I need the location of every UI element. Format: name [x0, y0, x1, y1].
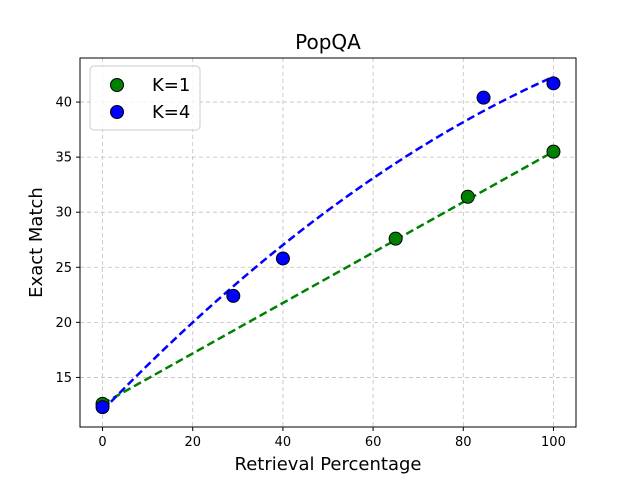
y-axis-title: Exact Match — [26, 187, 47, 298]
grid — [80, 58, 576, 427]
data-point-series-1 — [460, 189, 475, 204]
fit-line-2 — [101, 75, 554, 412]
fit-line-1 — [101, 150, 555, 405]
data-point-series-2 — [476, 90, 491, 105]
data-point-series-1 — [388, 231, 403, 246]
data-point-series-2 — [226, 288, 241, 303]
data-point-series-2 — [546, 76, 561, 91]
data-points — [95, 76, 561, 415]
chart-title: PopQA — [295, 30, 361, 54]
y-tick-label: 25 — [55, 261, 72, 276]
x-tick-label: 60 — [365, 435, 382, 450]
legend: K=1K=4 — [89, 65, 201, 131]
x-axis-title: Retrieval Percentage — [235, 454, 422, 475]
y-tick-label: 35 — [55, 151, 72, 166]
x-tick-label: 80 — [455, 435, 472, 450]
data-point-series-1 — [546, 144, 561, 159]
data-point-series-2 — [95, 400, 110, 415]
plot-frame — [79, 57, 577, 428]
x-tick-label: 20 — [184, 435, 201, 450]
y-tick-label: 15 — [55, 371, 72, 386]
legend-label: K=1 — [152, 75, 190, 96]
y-tick-label: 20 — [55, 316, 72, 331]
legend-marker — [110, 105, 124, 119]
x-tick-label: 0 — [98, 435, 106, 450]
y-tick-label: 40 — [55, 96, 72, 111]
legend-label: K=4 — [152, 102, 190, 123]
x-tick-label: 100 — [541, 435, 566, 450]
fit-lines — [101, 75, 555, 412]
y-axis-ticks: 15 20 25 30 35 40 — [55, 96, 80, 386]
x-tick-label: 40 — [275, 435, 292, 450]
data-point-series-2 — [275, 251, 290, 266]
legend-marker — [110, 78, 124, 92]
y-tick-label: 30 — [55, 206, 72, 221]
x-axis-ticks: 0 20 40 60 80 100 — [98, 427, 566, 450]
